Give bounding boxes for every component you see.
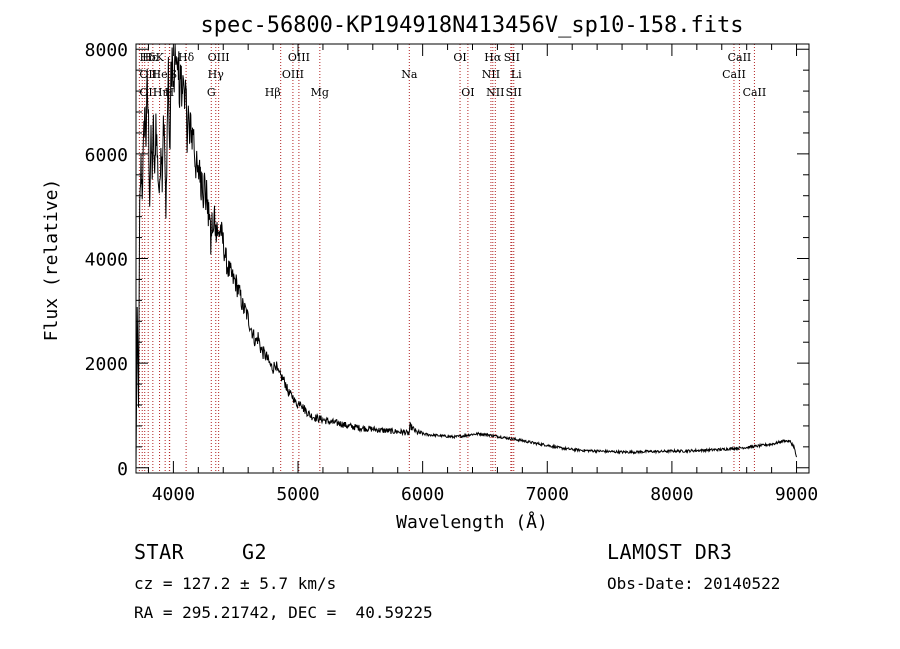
- axis-ticks-group: 4000 5000 6000 7000 8000 9000 0 2000 4000 6000 800…: [85, 40, 819, 505]
- spectral-line-label: Hδ: [139, 51, 156, 64]
- y-tick-label: 6000: [85, 145, 128, 166]
- spectral-line-label: NII: [482, 68, 500, 81]
- spectral-line-label: OI: [453, 51, 466, 64]
- object-subclass: G2: [242, 540, 268, 564]
- spectral-line-label: Hδ: [178, 51, 195, 64]
- spectral-line-label: SII: [506, 86, 522, 99]
- x-tick-label: 9000: [775, 484, 818, 505]
- spectral-line-label: OIII: [208, 51, 230, 64]
- x-axis-label: Wavelength (Å): [396, 511, 548, 533]
- x-tick-label: 8000: [650, 484, 693, 505]
- spectral-line-label: G: [207, 86, 216, 99]
- spectrum-line: [135, 43, 797, 468]
- spectral-line-label: NII: [486, 86, 504, 99]
- x-tick-label: 7000: [526, 484, 569, 505]
- spectral-line-label: Hγ: [208, 68, 225, 81]
- plot-frame: [135, 43, 810, 474]
- x-tick-label: 6000: [401, 484, 444, 505]
- spectral-line-label: Hε: [142, 51, 158, 64]
- spectral-line-label: Hβ: [265, 86, 281, 99]
- redshift-info: cz = 127.2 ± 5.7 km/s: [134, 574, 337, 593]
- y-tick-label: 0: [117, 459, 128, 480]
- spectral-line-label: OIII: [288, 51, 310, 64]
- spectral-line-label: OI: [461, 86, 474, 99]
- x-tick-label: 5000: [276, 484, 319, 505]
- spectral-line-label: Hη: [153, 86, 169, 99]
- spectral-line-label: K: [156, 51, 165, 64]
- spectral-line-label: CaII: [743, 86, 767, 99]
- spectral-line-label: CaII: [722, 68, 746, 81]
- spectral-line-label: OIII: [282, 68, 304, 81]
- marker-lines-group: [138, 44, 755, 473]
- spectral-line-label: SII: [504, 51, 520, 64]
- spectral-line-label: He: [152, 68, 168, 81]
- survey-name: LAMOST DR3: [607, 540, 733, 564]
- spectral-line-label: S: [170, 68, 178, 81]
- x-tick-label: 4000: [152, 484, 195, 505]
- y-tick-label: 4000: [85, 250, 128, 271]
- spectral-line-label: Na: [401, 68, 418, 81]
- chart-title: spec-56800-KP194918N413456V_sp10-158.fit…: [200, 13, 743, 38]
- spectral-line-label: Li: [511, 68, 522, 81]
- y-axis-label: Flux (relative): [41, 179, 62, 342]
- coordinates-info: RA = 295.21742, DEC = 40.59225: [134, 603, 433, 622]
- y-tick-label: 8000: [85, 40, 128, 61]
- obs-date-info: Obs-Date: 20140522: [607, 574, 781, 593]
- spectral-line-label: Mg: [311, 86, 329, 99]
- spectral-line-label: OII: [139, 86, 157, 99]
- object-class: STAR: [134, 540, 185, 564]
- spectral-line-label: CaII: [728, 51, 752, 64]
- spectral-line-label: H: [165, 86, 175, 99]
- y-tick-label: 2000: [85, 354, 128, 375]
- spectral-line-label: Hα: [484, 51, 502, 64]
- spectral-line-label: OII: [139, 68, 157, 81]
